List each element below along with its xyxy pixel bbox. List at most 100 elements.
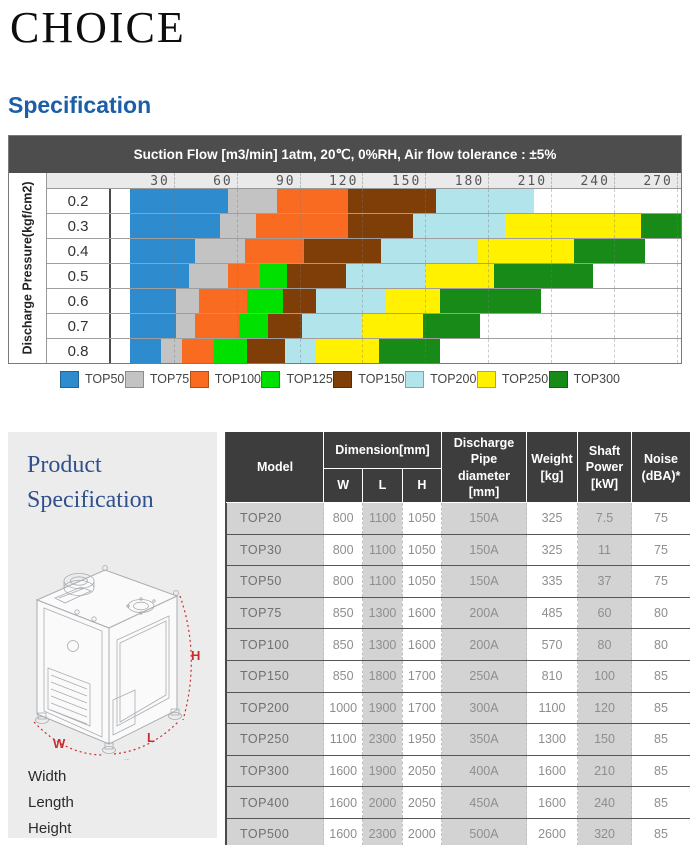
range-segment-top250 (362, 314, 424, 338)
gridline (362, 189, 364, 213)
weight-cell: 325 (526, 533, 578, 566)
table-row: TOP50 800 1100 1050 150A 335 37 75 (226, 565, 690, 598)
legend-swatch (60, 370, 79, 388)
l-cell: 1300 (362, 628, 403, 661)
range-segment-top75 (175, 289, 199, 313)
range-segment-top200 (381, 239, 478, 263)
table-row: TOP150 850 1800 1700 250A 810 100 85 (226, 659, 690, 693)
l-cell: 1300 (362, 596, 403, 629)
range-segment-top125 (213, 339, 248, 363)
gridline (425, 214, 427, 238)
chart-legend: TOP50 TOP75 TOP100 TOP125 TOP150 TOP200 TOP250… (60, 367, 620, 391)
h-cell: 2000 (401, 817, 442, 845)
gridline (236, 264, 238, 288)
dimension-legend-length: Length (28, 794, 74, 811)
range-segment-top75 (194, 239, 246, 263)
chart-row: 0.7 (47, 314, 681, 339)
l-cell: 1800 (362, 659, 403, 693)
bar-track (111, 339, 681, 363)
l-cell: 1100 (362, 533, 403, 566)
legend-item-top75: TOP75 (124, 370, 190, 388)
dimension-legend-width: Width (28, 768, 67, 785)
gridline (236, 239, 238, 263)
power-cell: 100 (577, 659, 632, 693)
gridline (676, 264, 678, 288)
col-header-model: Model (226, 432, 324, 503)
dimension-legend: Width Length Height (28, 764, 74, 842)
legend-label: TOP75 (149, 372, 190, 386)
suction-flow-chart: Suction Flow [m3/min] 1atm, 20℃, 0%RH, A… (8, 135, 682, 364)
chart-row: 0.4 (47, 239, 681, 264)
legend-swatch (124, 370, 144, 388)
pressure-label: 0.7 (47, 314, 111, 338)
discharge-cell: 200A (441, 596, 527, 629)
dimension-label-h: H (191, 648, 200, 663)
w-cell: 1600 (322, 817, 363, 845)
gridline (299, 339, 301, 363)
weight-cell: 570 (526, 628, 578, 661)
gridline (676, 239, 678, 263)
noise-cell: 75 (631, 533, 690, 566)
legend-label: TOP200 (430, 372, 477, 386)
gridline (362, 289, 364, 313)
gridline (425, 239, 427, 263)
gridline (299, 214, 301, 238)
noise-cell: 85 (631, 691, 690, 724)
model-cell: TOP200 (226, 691, 324, 724)
pressure-label: 0.4 (47, 239, 111, 263)
range-segment-top250 (385, 289, 440, 313)
gridline (299, 264, 301, 288)
x-tick-label: 180 (454, 174, 485, 189)
model-cell: TOP500 (226, 817, 324, 845)
weight-cell: 335 (526, 565, 578, 598)
weight-cell: 1100 (526, 691, 578, 724)
gridline (676, 339, 678, 363)
w-cell: 850 (322, 659, 363, 693)
gridline (551, 239, 553, 263)
table-row: TOP75 850 1300 1600 200A 485 60 80 (226, 596, 690, 629)
noise-cell: 85 (631, 817, 690, 845)
gridline (613, 189, 615, 213)
spec-table-header: Model Dimension[mm] Discharge Pipe diame… (226, 432, 690, 504)
discharge-cell: 150A (441, 502, 527, 535)
gridline (236, 289, 238, 313)
gridline (551, 289, 553, 313)
product-heading-line2: Specification (27, 487, 154, 513)
bar-track (111, 289, 681, 313)
range-segment-top50 (129, 289, 176, 313)
range-segment-top100 (182, 339, 214, 363)
range-segment-top100 (199, 289, 248, 313)
l-cell: 2000 (362, 786, 403, 819)
h-cell: 2050 (401, 786, 442, 819)
x-tick-label: 270 (643, 174, 673, 189)
gridline (613, 264, 615, 288)
range-segment-top75 (175, 314, 195, 338)
col-header-weight: Weight [kg] (526, 432, 578, 503)
model-cell: TOP20 (226, 502, 324, 535)
range-segment-top150 (303, 239, 382, 263)
power-cell: 80 (577, 628, 632, 661)
range-segment-top50 (129, 239, 195, 263)
chart-rows: 0.2 0.3 0.4 0.5 0.6 0.7 0.8 (47, 189, 681, 363)
noise-cell: 80 (631, 628, 690, 661)
pressure-label: 0.6 (47, 289, 111, 313)
range-segment-top200 (412, 214, 505, 238)
legend-swatch (405, 370, 425, 388)
range-segment-top75 (188, 264, 229, 288)
gridline (236, 339, 238, 363)
range-segment-top250 (425, 264, 495, 288)
spec-table: Model Dimension[mm] Discharge Pipe diame… (226, 432, 690, 845)
legend-item-top250: TOP250 (476, 370, 548, 388)
model-cell: TOP100 (226, 628, 324, 661)
gridline (613, 289, 615, 313)
discharge-cell: 150A (441, 565, 527, 598)
discharge-cell: 350A (441, 723, 527, 756)
gridline (173, 264, 175, 288)
l-cell: 1100 (362, 502, 403, 535)
gridline (488, 189, 490, 213)
dimension-label-w: W (53, 736, 66, 751)
x-tick-label: 210 (517, 174, 548, 189)
l-cell: 2300 (362, 817, 403, 845)
h-cell: 1050 (401, 533, 442, 566)
weight-cell: 1600 (526, 754, 578, 787)
